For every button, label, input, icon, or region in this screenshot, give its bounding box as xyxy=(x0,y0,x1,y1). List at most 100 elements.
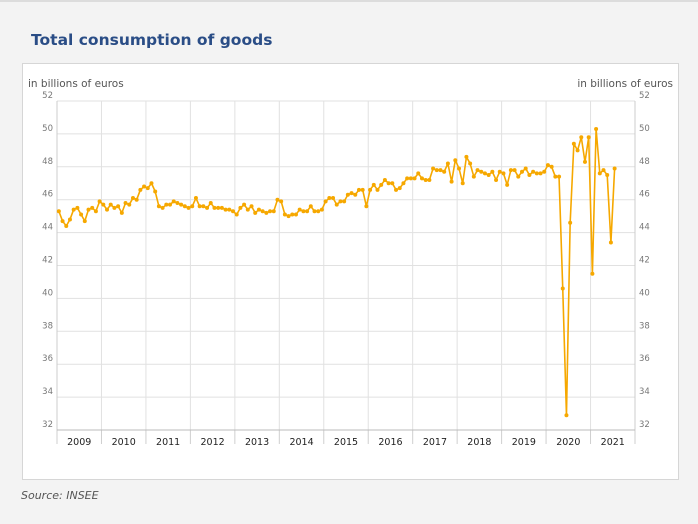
data-point xyxy=(160,205,165,210)
data-point xyxy=(427,177,432,182)
x-tick-label: 2017 xyxy=(423,437,447,448)
data-point xyxy=(527,173,532,178)
grid-lines xyxy=(56,100,636,431)
data-point xyxy=(156,204,161,209)
x-tick-label: 2012 xyxy=(201,437,225,448)
data-point xyxy=(582,159,587,164)
x-tick-label: 2020 xyxy=(556,437,580,448)
data-point xyxy=(594,126,599,131)
data-point xyxy=(349,191,354,196)
data-point xyxy=(519,169,524,174)
data-point xyxy=(197,204,202,209)
data-point xyxy=(264,210,269,215)
data-point xyxy=(531,169,536,174)
data-point xyxy=(101,202,106,207)
y-tick-label-right: 34 xyxy=(639,387,650,397)
y-tick-label-right: 38 xyxy=(639,321,650,331)
data-point xyxy=(75,205,80,210)
data-point xyxy=(316,209,321,214)
data-point xyxy=(97,199,102,204)
data-point xyxy=(82,219,87,224)
data-point xyxy=(260,209,265,214)
data-point xyxy=(286,214,291,219)
data-point xyxy=(549,164,554,169)
data-point xyxy=(179,202,184,207)
data-point xyxy=(153,189,158,194)
data-point xyxy=(464,154,469,159)
data-point xyxy=(501,171,506,176)
data-point xyxy=(67,217,72,222)
y-tick-label-right: 52 xyxy=(639,91,650,101)
data-point xyxy=(182,204,187,209)
data-point xyxy=(116,204,121,209)
data-point xyxy=(612,166,617,171)
data-point xyxy=(290,212,295,217)
data-point xyxy=(293,212,298,217)
data-point xyxy=(368,187,373,192)
data-point xyxy=(512,168,517,173)
data-point xyxy=(605,173,610,178)
data-point xyxy=(249,204,254,209)
data-point xyxy=(460,181,465,186)
data-point xyxy=(56,209,61,214)
data-point xyxy=(379,182,384,187)
data-point xyxy=(71,207,76,212)
x-tick-label: 2016 xyxy=(378,437,402,448)
data-point xyxy=(442,169,447,174)
data-point xyxy=(571,141,576,146)
data-point xyxy=(297,207,302,212)
data-point xyxy=(405,176,410,181)
data-point xyxy=(523,166,528,171)
data-point xyxy=(597,171,602,176)
data-point xyxy=(434,168,439,173)
data-point xyxy=(108,202,113,207)
data-point xyxy=(105,207,110,212)
data-point xyxy=(345,192,350,197)
data-point xyxy=(245,207,250,212)
data-point xyxy=(471,174,476,179)
data-point xyxy=(534,171,539,176)
y-tick-label-left: 44 xyxy=(42,223,53,233)
data-point xyxy=(401,181,406,186)
data-point xyxy=(212,205,217,210)
data-point xyxy=(138,187,143,192)
data-point xyxy=(416,171,421,176)
data-point xyxy=(575,148,580,153)
y-tick-label-left: 38 xyxy=(42,321,53,331)
data-point xyxy=(253,210,258,215)
data-point xyxy=(419,176,424,181)
x-tick-label: 2010 xyxy=(112,437,136,448)
y-tick-label-left: 50 xyxy=(42,124,53,134)
data-point xyxy=(479,169,484,174)
x-tick-label: 2015 xyxy=(334,437,358,448)
y-tick-label-right: 44 xyxy=(639,223,650,233)
data-point xyxy=(457,166,462,171)
data-point xyxy=(86,207,91,212)
data-point xyxy=(490,169,495,174)
data-point xyxy=(375,187,380,192)
x-tick-label: 2019 xyxy=(512,437,536,448)
data-point xyxy=(308,204,313,209)
data-point xyxy=(590,271,595,276)
data-point xyxy=(234,212,239,217)
data-point xyxy=(275,197,280,202)
data-point xyxy=(145,186,150,191)
top-border xyxy=(0,0,698,2)
data-point xyxy=(205,205,210,210)
data-point xyxy=(516,174,521,179)
x-axis: 2009 2010 2011 2012 2013 2014 2015 2016 2017 2018… xyxy=(56,429,636,448)
y-tick-label-left: 46 xyxy=(42,190,53,200)
data-point xyxy=(494,177,499,182)
data-point xyxy=(453,158,458,163)
data-point xyxy=(127,202,132,207)
data-point xyxy=(497,169,502,174)
y-tick-label-right: 48 xyxy=(639,157,650,167)
y-tick-label-right: 36 xyxy=(639,354,650,364)
data-point xyxy=(538,171,543,176)
data-point xyxy=(238,205,243,210)
data-point xyxy=(305,209,310,214)
y-axis-left: 32 34 36 38 40 42 44 46 48 50 52 xyxy=(42,91,53,430)
data-point xyxy=(64,224,69,229)
data-point xyxy=(327,196,332,201)
data-point xyxy=(175,200,180,205)
